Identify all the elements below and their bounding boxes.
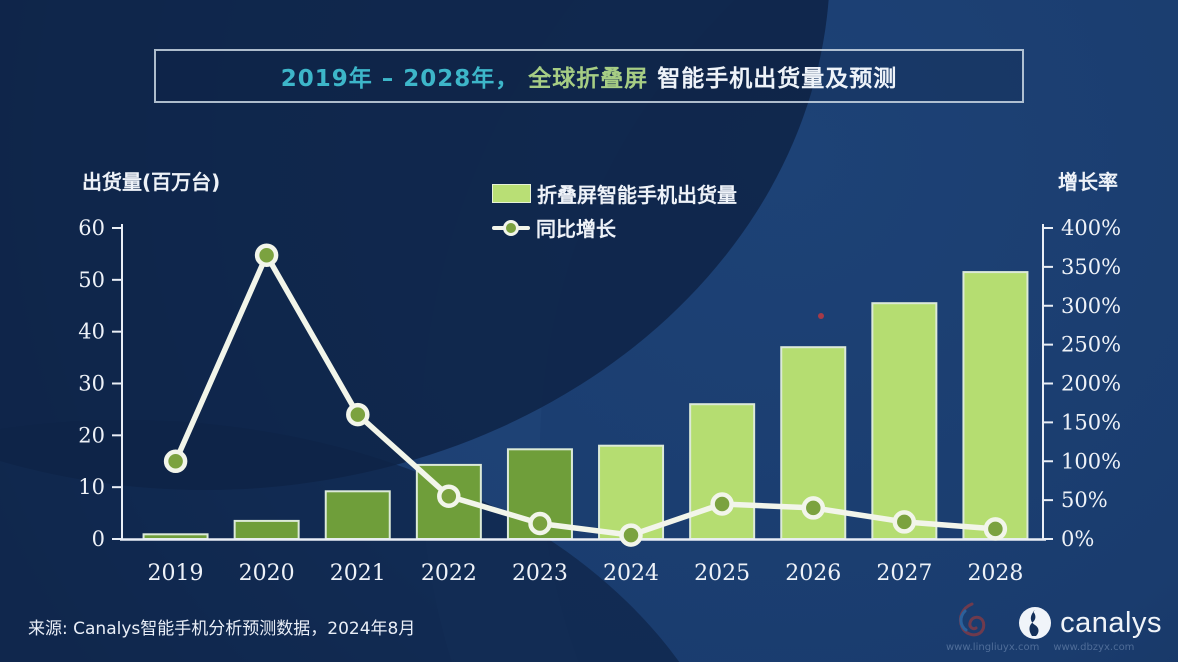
y-left-tick-30: 30 bbox=[78, 372, 105, 396]
x-tick-2021: 2021 bbox=[330, 561, 386, 586]
x-tick-2023: 2023 bbox=[512, 561, 568, 586]
growth-marker-2028 bbox=[983, 517, 1008, 541]
growth-marker-2024 bbox=[619, 523, 643, 547]
chart-title-box: 2019年 – 2028年， 全球折叠屏 智能手机出货量及预测 bbox=[154, 49, 1024, 103]
legend: 折叠屏智能手机出货量 同比增长 bbox=[492, 176, 737, 244]
red-dot-artifact bbox=[818, 313, 824, 319]
title-highlight: 全球折叠屏 bbox=[528, 66, 649, 92]
y-right-tick-250: 250% bbox=[1061, 333, 1121, 357]
bar-2020 bbox=[233, 519, 300, 541]
y-right-tick-150: 150% bbox=[1061, 410, 1121, 434]
canalys-logo-icon bbox=[1019, 607, 1052, 639]
title-rest: 智能手机出货量及预测 bbox=[657, 66, 898, 92]
legend-item-shipments: 折叠屏智能手机出货量 bbox=[492, 176, 737, 210]
growth-marker-2025 bbox=[710, 492, 734, 516]
bar-2027 bbox=[871, 302, 938, 541]
x-tick-2020: 2020 bbox=[239, 561, 295, 586]
bar-2025 bbox=[689, 403, 756, 541]
right-axis-title: 增长率 bbox=[1058, 170, 1118, 194]
growth-marker-2019 bbox=[163, 449, 188, 474]
y-left-tick-10: 10 bbox=[78, 475, 105, 499]
canalys-logo: canalys bbox=[1018, 606, 1162, 640]
x-tick-2028: 2028 bbox=[967, 561, 1023, 586]
growth-marker-2022 bbox=[437, 484, 461, 508]
x-tick-2022: 2022 bbox=[421, 561, 477, 586]
line-marker-swatch-icon bbox=[492, 219, 530, 236]
growth-marker-2023 bbox=[528, 511, 552, 536]
y-left-tick-60: 60 bbox=[78, 216, 105, 240]
y-right-tick-400: 400% bbox=[1061, 216, 1121, 240]
y-left-tick-50: 50 bbox=[78, 268, 105, 292]
legend-label-shipments: 折叠屏智能手机出货量 bbox=[537, 182, 737, 207]
y-left-tick-40: 40 bbox=[78, 320, 105, 344]
bar-2028 bbox=[962, 271, 1029, 540]
left-axis-title: 出货量(百万台) bbox=[82, 170, 221, 194]
legend-label-growth: 同比增长 bbox=[536, 216, 616, 241]
x-tick-2025: 2025 bbox=[694, 561, 750, 586]
x-tick-2026: 2026 bbox=[785, 561, 841, 586]
y-left-tick-20: 20 bbox=[78, 423, 105, 447]
title-year-range: 2019年 – 2028年， bbox=[280, 66, 520, 92]
x-tick-2019: 2019 bbox=[148, 561, 204, 586]
growth-marker-2021 bbox=[346, 402, 370, 427]
legend-item-growth: 同比增长 bbox=[492, 210, 737, 244]
growth-marker-2020 bbox=[254, 243, 279, 267]
bar-swatch-icon bbox=[492, 183, 531, 203]
growth-marker-2026 bbox=[801, 496, 826, 520]
y-left-tick-0: 0 bbox=[92, 527, 105, 551]
bar-2021 bbox=[324, 490, 391, 540]
y-right-tick-50: 50% bbox=[1061, 488, 1108, 512]
y-right-tick-0: 0% bbox=[1061, 527, 1094, 551]
growth-marker-2027 bbox=[892, 510, 917, 534]
y-right-tick-350: 350% bbox=[1061, 255, 1121, 279]
source-note: 来源: Canalys智能手机分析预测数据，2024年8月 bbox=[28, 619, 416, 639]
x-tick-2027: 2027 bbox=[876, 561, 932, 586]
x-tick-2024: 2024 bbox=[603, 561, 659, 586]
y-right-tick-100: 100% bbox=[1061, 449, 1121, 473]
y-right-tick-200: 200% bbox=[1061, 372, 1121, 396]
y-right-tick-300: 300% bbox=[1061, 294, 1121, 318]
canalys-logo-text: canalys bbox=[1060, 606, 1162, 639]
growth-line bbox=[172, 252, 999, 538]
